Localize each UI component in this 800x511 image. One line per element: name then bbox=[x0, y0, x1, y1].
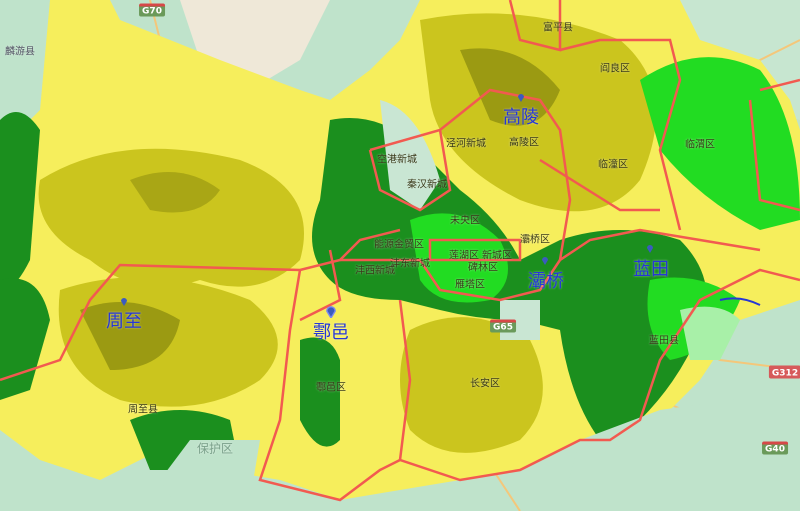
map-pin-icon[interactable] bbox=[646, 243, 654, 253]
road-shield: G40 bbox=[762, 441, 788, 455]
district-label: 高陵区 bbox=[509, 137, 539, 149]
district-label: 周至县 bbox=[128, 404, 158, 416]
city-label[interactable]: 鄠邑 bbox=[313, 322, 349, 343]
district-label: 雁塔区 bbox=[455, 279, 485, 291]
district-label: 鄠邑区 bbox=[316, 382, 346, 394]
radar-echo-dark-olive bbox=[460, 48, 560, 126]
radar-echo-olive bbox=[400, 317, 543, 453]
district-label: 灞桥区 bbox=[520, 234, 550, 246]
city-label[interactable]: 周至 bbox=[106, 311, 142, 332]
radar-echo-olive bbox=[38, 148, 305, 287]
map-pin-icon[interactable] bbox=[541, 255, 549, 265]
district-label: 富平县 bbox=[543, 22, 573, 34]
district-label: 秦汉新城 bbox=[407, 179, 447, 191]
radar-echo-bright-green bbox=[640, 57, 800, 231]
district-label: 碑林区 bbox=[468, 262, 498, 274]
district-label: 能源金贸区 bbox=[374, 239, 424, 251]
district-label: 莲湖区 bbox=[449, 250, 479, 262]
basemap-gap bbox=[380, 100, 440, 210]
radar-echo-dark-olive bbox=[130, 172, 220, 213]
district-label: 空港新城 bbox=[377, 154, 417, 166]
road-shield: G312 bbox=[768, 365, 800, 379]
radar-echo-green bbox=[300, 337, 340, 447]
basemap-gap bbox=[560, 390, 800, 511]
radar-echo-blue bbox=[719, 297, 761, 306]
district-label: 临渭区 bbox=[685, 139, 715, 151]
district-label: 阎良区 bbox=[600, 63, 630, 75]
city-label[interactable]: 蓝田 bbox=[633, 259, 669, 280]
district-label: 泾河新城 bbox=[446, 138, 486, 150]
radar-echo-green bbox=[0, 278, 50, 400]
district-label: 沣东新城 bbox=[390, 258, 430, 270]
district-label: 麟游县 bbox=[5, 46, 35, 58]
road-shield: G65 bbox=[490, 319, 516, 333]
road-shield: G70 bbox=[139, 3, 165, 17]
basemap-gap bbox=[160, 440, 260, 511]
map-pin-icon[interactable] bbox=[517, 92, 525, 102]
district-label: 新城区 bbox=[482, 250, 512, 262]
map-pin-icon[interactable] bbox=[120, 296, 128, 306]
district-label: 蓝田县 bbox=[649, 335, 679, 347]
map-pin-icon[interactable] bbox=[325, 304, 337, 318]
reserve-label: 保护区 bbox=[196, 441, 234, 456]
district-label: 临潼区 bbox=[598, 159, 628, 171]
city-label[interactable]: 高陵 bbox=[503, 107, 539, 128]
city-label[interactable]: 灞桥 bbox=[528, 271, 564, 292]
radar-echo-pale-green bbox=[680, 306, 740, 360]
radar-echo-dark-olive bbox=[80, 302, 180, 370]
district-label: 长安区 bbox=[470, 378, 500, 390]
district-label: 未央区 bbox=[450, 215, 480, 227]
radar-echo-green bbox=[0, 112, 40, 287]
district-label: 沣西新城 bbox=[355, 265, 395, 277]
